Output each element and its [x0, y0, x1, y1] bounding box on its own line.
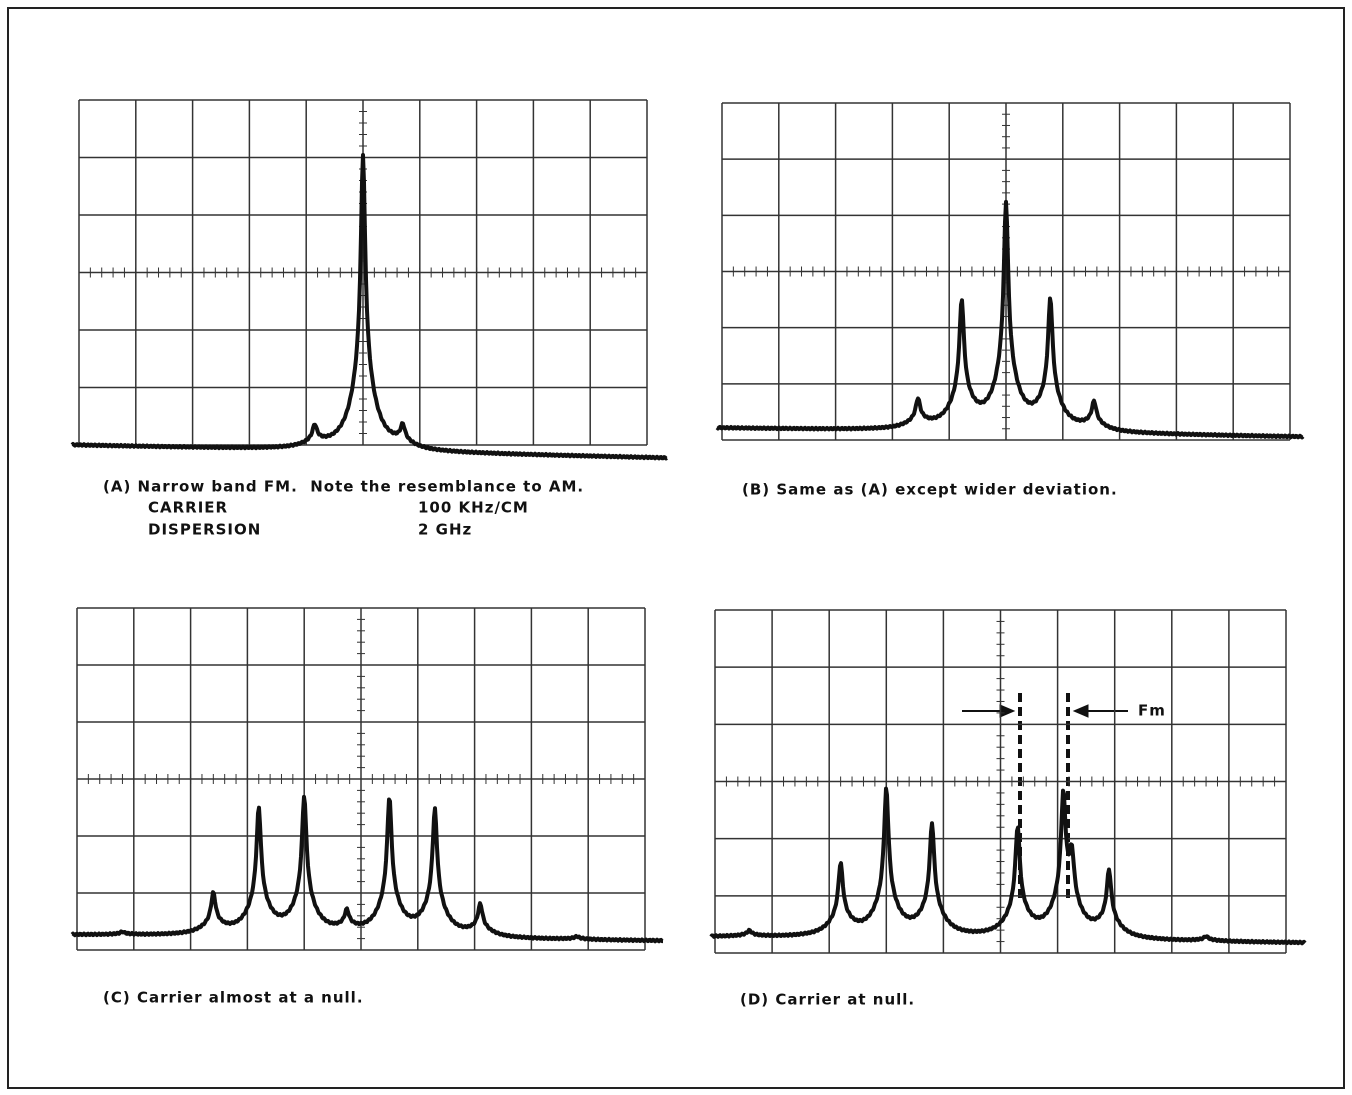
setting-value: 2 GHz [418, 521, 472, 539]
caption: (B) Same as (A) except wider deviation. [742, 481, 1118, 499]
setting-label: DISPERSION [148, 521, 261, 539]
frame [8, 8, 1344, 1088]
caption: (D) Carrier at null. [740, 991, 915, 1009]
caption: (A) Narrow band FM. Note the resemblance… [103, 478, 584, 496]
caption: (C) Carrier almost at a null. [103, 989, 364, 1007]
trace [72, 155, 667, 459]
setting-label: CARRIER [148, 499, 228, 517]
trace [717, 202, 1303, 438]
trace [711, 789, 1305, 944]
setting-value: 100 KHz/CM [418, 499, 529, 517]
figure: (A) Narrow band FM. Note the resemblance… [0, 0, 1352, 1095]
annotation: Fm [1138, 702, 1166, 720]
trace [72, 797, 663, 941]
